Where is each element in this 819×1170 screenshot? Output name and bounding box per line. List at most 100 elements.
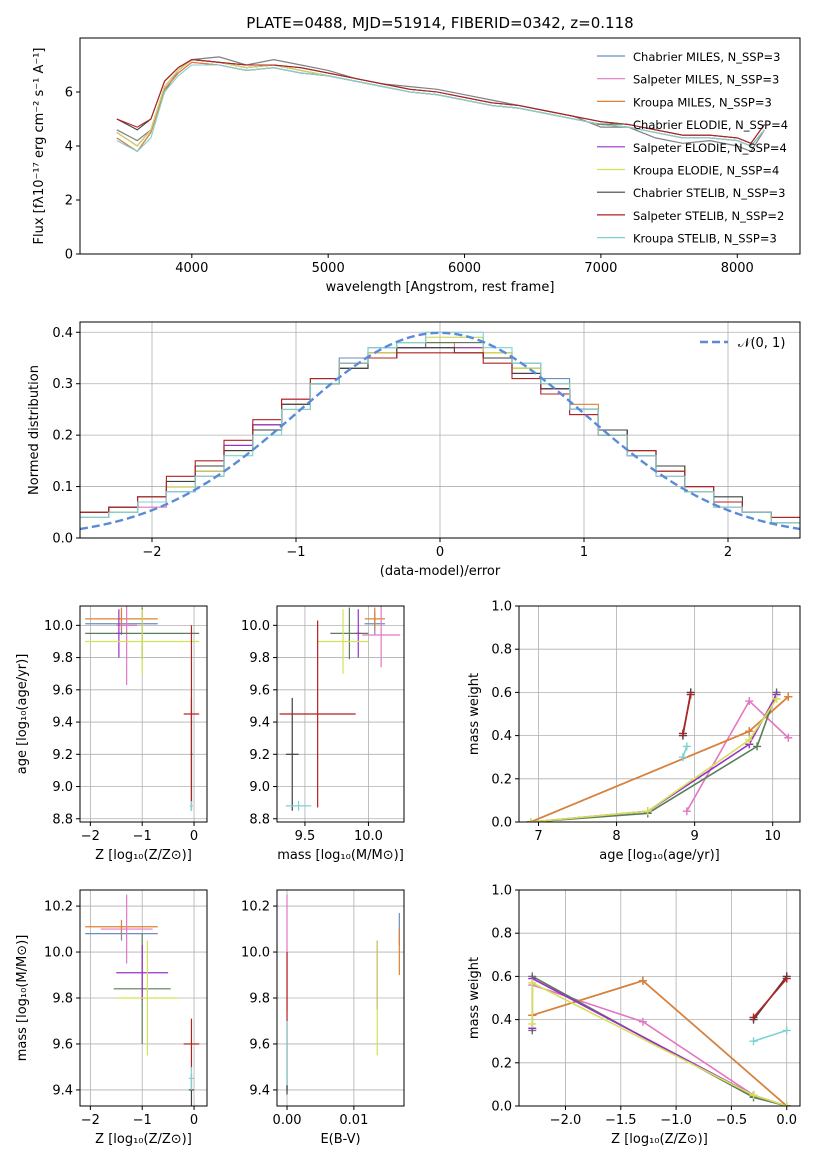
legend-label-5: Kroupa ELODIE, N_SSP=4: [633, 164, 779, 178]
weight-point-marker: [784, 692, 793, 701]
x-tick-label: −1: [133, 1113, 152, 1128]
errorbar-2: [100, 894, 153, 964]
y-tick-label: 0.0: [52, 532, 73, 547]
x-tick-label: 8000: [721, 261, 754, 276]
errorbar-8: [189, 801, 194, 811]
errorbar-8: [285, 801, 312, 811]
y-tick-label: 9.2: [249, 748, 270, 763]
weight-point-marker: [638, 1017, 647, 1026]
x-tick-label: −2: [142, 545, 161, 560]
errorbar-4: [116, 945, 169, 1001]
legend-label-7: Salpeter STELIB, N_SSP=2: [633, 209, 784, 223]
errorbar-5: [317, 609, 369, 674]
x-axis-label: Z [log₁₀(Z/Z⊙)]: [95, 848, 192, 863]
y-tick-label: 9.6: [52, 1037, 73, 1052]
axes-frame: [79, 605, 208, 823]
x-tick-label: −2: [81, 829, 100, 844]
weight-line-3: [530, 692, 778, 822]
y-tick-label: 9.4: [249, 1083, 270, 1098]
x-tick-label: 0: [190, 1113, 198, 1128]
x-tick-label: 5000: [312, 261, 345, 276]
weight-point-marker: [528, 1019, 537, 1028]
axes-frame: [518, 605, 801, 823]
y-tick-label: 9.2: [52, 748, 73, 763]
x-tick-label: 2: [724, 545, 732, 560]
weight-point-marker: [643, 807, 652, 816]
axes-frame: [518, 889, 801, 1107]
weight-point-marker: [749, 1013, 758, 1022]
weight-line-8: [753, 1029, 787, 1042]
x-tick-label: 1: [580, 545, 588, 560]
y-tick-label: 10.0: [44, 946, 73, 961]
errorbar-7: [183, 625, 200, 803]
errorbar-2: [362, 606, 401, 668]
y-tick-label: 0.2: [52, 429, 73, 444]
x-axis-label: Z [log₁₀(Z/Z⊙)]: [611, 1132, 708, 1147]
y-tick-label: 1.0: [491, 884, 512, 899]
weight-point-marker: [745, 735, 754, 744]
legend-label-1: Salpeter MILES, N_SSP=3: [633, 73, 779, 87]
y-tick-label: 0.3: [52, 377, 73, 392]
y-tick-label: 10.2: [241, 900, 270, 915]
panel-mass-weight-vs-age: 7 8 9 10 0.0 0.2 0.4 0.6 0.8 1.0 age [log₁₀(age/yr…: [467, 600, 801, 863]
x-tick-label: 0: [436, 545, 444, 560]
plot-area: [80, 331, 800, 531]
y-tick-label: 0.0: [491, 1100, 512, 1115]
errorbar-3: [330, 607, 369, 660]
y-tick-label: 0.8: [491, 927, 512, 942]
y-axis-label: Normed distribution: [27, 365, 42, 495]
panel-spectrum: 4000 5000 6000 7000 8000 0 2 4 6 wavelength [Angs…: [32, 37, 801, 295]
y-tick-label: 9.8: [52, 651, 73, 666]
legend-label-0: Chabrier MILES, N_SSP=3: [633, 50, 780, 64]
errorbar-4: [116, 609, 122, 658]
x-tick-label: 7000: [584, 261, 617, 276]
x-tick-label: 4000: [175, 261, 208, 276]
x-tick-label: 0.01: [339, 1113, 368, 1128]
y-tick-label: 6: [65, 86, 73, 101]
y-tick-label: 0.0: [491, 816, 512, 831]
weight-line-7: [752, 978, 788, 1018]
x-axis-label: wavelength [Angstrom, rest frame]: [326, 280, 555, 295]
weight-point-marker: [782, 1026, 791, 1035]
weight-line-5: [530, 698, 778, 822]
y-axis-label: mass weight: [467, 673, 482, 755]
weight-point-marker: [745, 727, 754, 736]
errorbar-6: [285, 697, 299, 811]
y-tick-label: 9.4: [52, 1083, 73, 1098]
weight-point-marker: [686, 690, 695, 699]
x-tick-label: 9.5: [295, 829, 316, 844]
errorbar-5: [116, 940, 179, 1056]
y-tick-label: 0.8: [491, 643, 512, 658]
y-tick-label: 9.0: [52, 780, 73, 795]
panel-residuals: 𝒩(0, 1) −2 −1 0 1 2 0.0 0.1 0.2 0.3 0.4 (data-model…: [27, 321, 801, 579]
errorbar-4: [355, 609, 361, 658]
x-tick-label: −1: [133, 829, 152, 844]
x-tick-label: −0.5: [716, 1113, 748, 1128]
y-tick-label: 1.0: [491, 600, 512, 615]
panel-mass-weight-vs-Z: −2.0 −1.5 −1.0 −0.5 0.0 0.0 0.2 0.4 0.6 0.8 1.0 Z […: [467, 884, 801, 1147]
y-tick-label: 0.2: [491, 1056, 512, 1071]
y-tick-label: 0.1: [52, 480, 73, 495]
weight-point-marker: [784, 733, 793, 742]
y-tick-label: 10.0: [44, 619, 73, 634]
x-axis-label: age [log₁₀(age/yr)]: [599, 848, 720, 863]
errorbar-8: [188, 1066, 195, 1090]
y-tick-label: 0.4: [491, 729, 512, 744]
y-tick-label: 9.6: [249, 683, 270, 698]
y-tick-label: 9.6: [52, 683, 73, 698]
errorbar-7: [279, 620, 356, 808]
legend-label-6: Chabrier STELIB, N_SSP=3: [633, 186, 785, 200]
x-tick-label: 6000: [448, 261, 481, 276]
weight-point-marker: [745, 697, 754, 706]
weight-point-marker: [638, 976, 647, 985]
x-tick-label: −1: [286, 545, 305, 560]
weight-point-marker: [749, 1091, 758, 1100]
weight-point-marker: [782, 974, 791, 983]
errorbar-1: [85, 607, 158, 631]
errorbar-1: [364, 607, 385, 631]
x-axis-label: mass [log₁₀(M/M⊙)]: [277, 848, 404, 863]
plot-area: [85, 606, 200, 811]
panel-mass-vs-EBV: 0.00 0.01 9.4 9.6 9.8 10.0 10.2 E(B-V): [241, 889, 405, 1147]
y-tick-label: 8.8: [249, 812, 270, 827]
y-tick-label: 0.4: [52, 326, 73, 341]
